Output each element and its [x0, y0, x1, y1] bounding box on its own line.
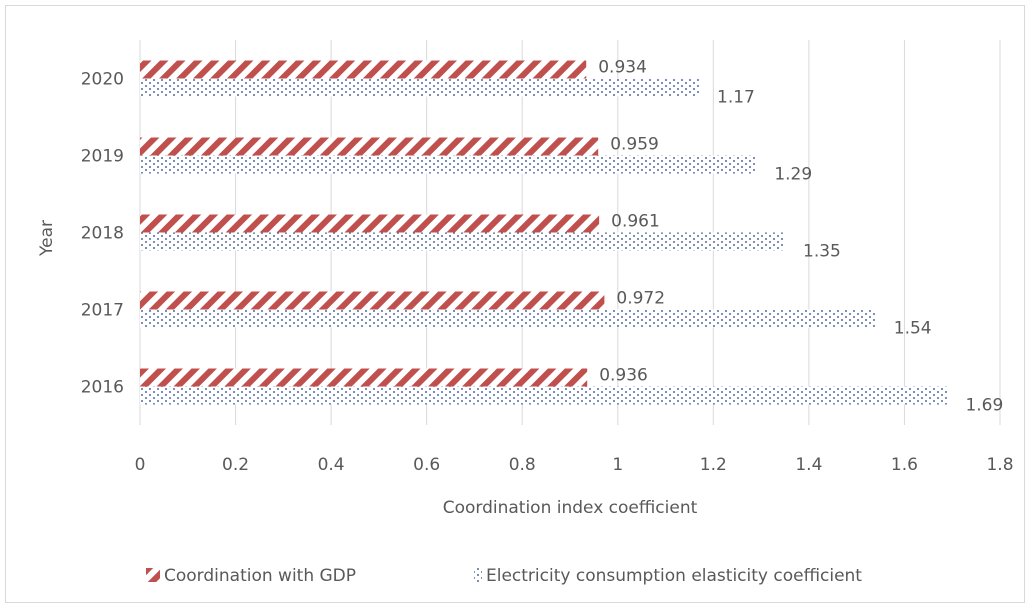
y-tick-label: 2017 [81, 301, 124, 321]
y-axis-title: Year [37, 220, 57, 257]
x-tick-labels: 0 0.2 0.4 0.6 0.8 1 1.2 1.4 1.6 1.8 [135, 455, 1014, 475]
bars [140, 60, 948, 405]
chart-frame [5, 5, 1025, 603]
legend-label-gdp: Coordination with GDP [164, 566, 356, 586]
x-axis-title: Coordination index coefficient [443, 498, 698, 518]
data-labels: 0.936 1.69 0.972 1.54 0.961 1.35 0.959 1.29 0.93… [598, 58, 1003, 416]
bar-elasticity-2019[interactable] [140, 155, 757, 174]
data-label-gdp-2020: 0.934 [598, 58, 647, 78]
data-label-gdp-2019: 0.959 [610, 135, 659, 155]
legend-item-elasticity[interactable]: Electricity consumption elasticity coeff… [474, 566, 862, 586]
legend-label-elasticity: Electricity consumption elasticity coeff… [486, 566, 862, 586]
x-tick-label: 1.4 [795, 455, 822, 475]
data-label-elasticity-2019: 1.29 [774, 165, 812, 185]
y-tick-label: 2018 [81, 224, 124, 244]
legend-item-gdp[interactable]: Coordination with GDP [146, 566, 356, 586]
y-tick-label: 2019 [81, 147, 124, 167]
bar-elasticity-2020[interactable] [140, 78, 699, 97]
x-tick-label: 0.4 [318, 455, 345, 475]
bar-gdp-2016[interactable] [140, 368, 588, 387]
y-tick-label: 2020 [81, 70, 124, 90]
x-tick-label: 1.2 [700, 455, 727, 475]
bar-elasticity-2017[interactable] [140, 309, 876, 328]
data-label-elasticity-2016: 1.69 [965, 396, 1003, 416]
data-label-gdp-2017: 0.972 [616, 289, 665, 309]
x-tick-label: 0.2 [222, 455, 249, 475]
legend-swatch-elasticity [474, 568, 482, 582]
data-label-elasticity-2020: 1.17 [717, 88, 755, 108]
y-tick-labels: 2016 2017 2018 2019 2020 [81, 70, 124, 398]
data-label-gdp-2016: 0.936 [599, 366, 648, 386]
bar-gdp-2020[interactable] [140, 60, 587, 79]
data-label-elasticity-2017: 1.54 [894, 319, 932, 339]
bar-gdp-2017[interactable] [140, 291, 605, 310]
legend: Coordination with GDP Electricity consum… [146, 566, 862, 586]
bar-gdp-2019[interactable] [140, 137, 599, 156]
x-tick-label: 0.8 [509, 455, 536, 475]
x-tick-label: 1.6 [891, 455, 918, 475]
y-tick-label: 2016 [81, 378, 124, 398]
bar-gdp-2018[interactable] [140, 214, 600, 233]
x-tick-label: 1.8 [986, 455, 1013, 475]
bar-elasticity-2016[interactable] [140, 386, 948, 405]
bar-elasticity-2018[interactable] [140, 232, 785, 251]
data-label-gdp-2018: 0.961 [611, 212, 660, 232]
x-tick-label: 0 [135, 455, 146, 475]
legend-swatch-gdp [146, 568, 160, 582]
x-tick-label: 1 [612, 455, 623, 475]
x-tick-label: 0.6 [413, 455, 440, 475]
data-label-elasticity-2018: 1.35 [803, 242, 841, 262]
gridlines [139, 40, 1001, 425]
